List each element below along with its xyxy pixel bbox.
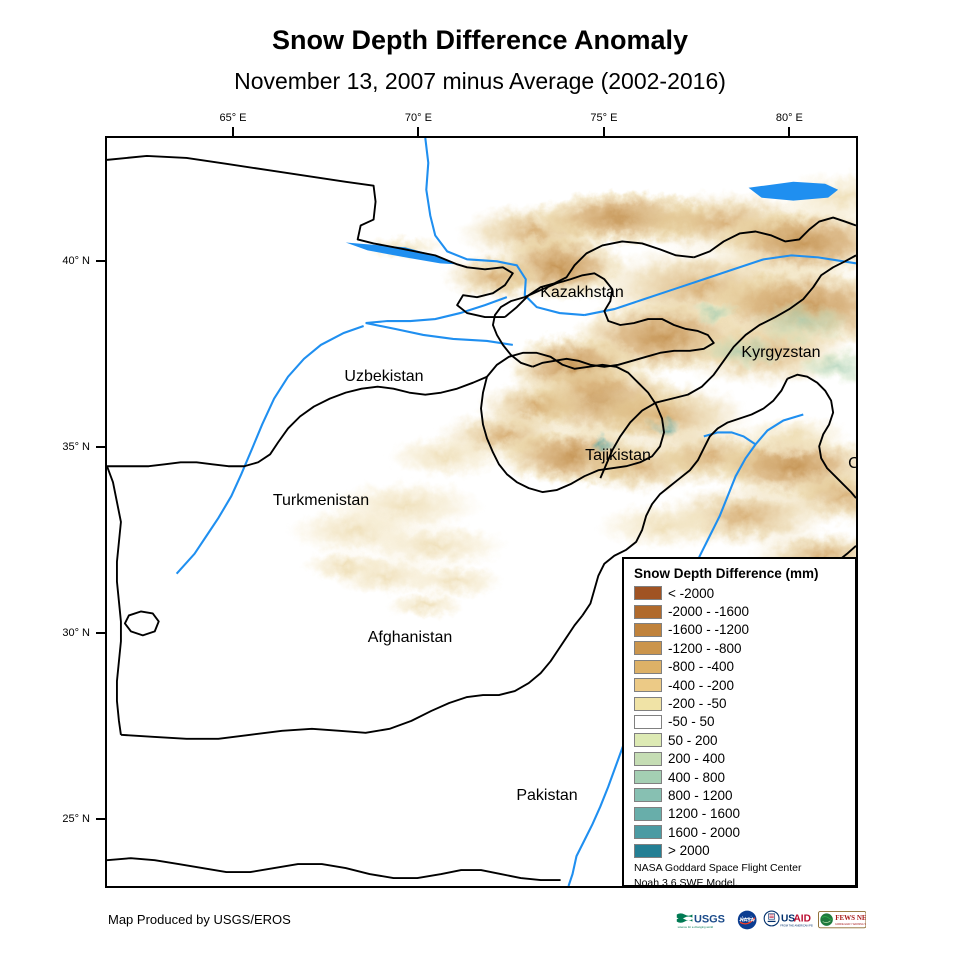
- lon-tick-mark-3: [788, 127, 791, 136]
- legend-row[interactable]: 800 - 1200: [632, 786, 847, 804]
- legend-row[interactable]: 50 - 200: [632, 731, 847, 749]
- lat-tick-label-3: 25° N: [62, 813, 90, 826]
- country-label-pakistan: Pakistan: [516, 787, 578, 804]
- legend-swatch: [634, 843, 662, 858]
- svg-text:US: US: [781, 914, 795, 925]
- country-label-afghanistan: Afghanistan: [367, 629, 453, 646]
- legend-row[interactable]: -50 - 50: [632, 713, 847, 731]
- legend-swatch: [634, 678, 662, 693]
- legend-swatch: [634, 733, 662, 748]
- country-label-uzbekistan: Uzbekistan: [344, 368, 424, 385]
- legend-label: 800 - 1200: [668, 787, 733, 803]
- page-title: Snow Depth Difference Anomaly: [271, 25, 689, 55]
- legend-swatch: [634, 751, 662, 766]
- agency-logo-bar: USGS science for a changing world NASA U…: [676, 907, 866, 933]
- legend-row[interactable]: -1600 - -1200: [632, 621, 847, 639]
- legend-label: -2000 - -1600: [668, 604, 750, 620]
- lon-tick-label-1: 70° E: [404, 112, 432, 124]
- legend-swatch: [634, 604, 662, 619]
- lat-tick-label-0: 40° N: [62, 254, 90, 267]
- produced-by-text: Map Produced by USGS/EROS: [108, 912, 291, 927]
- svg-text:FEWS NET: FEWS NET: [835, 914, 866, 922]
- svg-text:USGS: USGS: [694, 913, 725, 925]
- lon-tick-mark-0: [231, 127, 234, 136]
- legend-label: 1600 - 2000: [668, 824, 741, 840]
- svg-text:NASA: NASA: [740, 918, 755, 924]
- usgs-logo[interactable]: USGS science for a changing world: [676, 909, 732, 931]
- legend-label: 400 - 800: [668, 769, 726, 785]
- legend-swatch: [634, 788, 662, 803]
- legend-row[interactable]: -800 - -400: [632, 658, 847, 676]
- country-label-china: China: [848, 455, 856, 473]
- legend-row[interactable]: -400 - -200: [632, 676, 847, 694]
- lat-tick-label-1: 35° N: [62, 440, 90, 453]
- legend-row[interactable]: > 2000: [632, 841, 847, 859]
- country-label-kyrgyzstan: Kyrgyzstan: [741, 344, 821, 361]
- page-subtitle: November 13, 2007 minus Average (2002-20…: [234, 68, 726, 94]
- legend-label: -200 - -50: [668, 696, 727, 712]
- country-label-turkmenistan: Turkmenistan: [272, 492, 370, 509]
- lat-tick-mark-3: [96, 818, 105, 821]
- legend-swatch: [634, 586, 662, 601]
- usaid-logo[interactable]: US AID FROM THE AMERICAN PEOPLE: [763, 909, 813, 931]
- legend-row[interactable]: 1200 - 1600: [632, 805, 847, 823]
- legend-row[interactable]: -1200 - -800: [632, 639, 847, 657]
- anomaly-raster-positive: [588, 300, 856, 449]
- lat-tick-mark-1: [96, 445, 105, 448]
- legend-label: 200 - 400: [668, 751, 726, 767]
- legend-row[interactable]: < -2000: [632, 584, 847, 602]
- legend-row[interactable]: -2000 - -1600: [632, 602, 847, 620]
- lon-tick-label-3: 80° E: [775, 112, 803, 124]
- svg-text:FAMINE EARLY WARNING SYSTEMS N: FAMINE EARLY WARNING SYSTEMS NETWORK: [835, 923, 866, 926]
- lat-tick-label-2: 30° N: [62, 626, 90, 639]
- legend-swatch: [634, 659, 662, 674]
- legend-swatch: [634, 696, 662, 711]
- water-features: [345, 181, 839, 265]
- legend-swatch: [634, 825, 662, 840]
- legend-label: 1200 - 1600: [668, 806, 741, 822]
- legend-label: -1600 - -1200: [668, 622, 750, 638]
- fewsnet-logo[interactable]: FEWS NET FAMINE EARLY WARNING SYSTEMS NE…: [817, 909, 866, 931]
- lon-tick-mark-2: [602, 127, 605, 136]
- svg-text:FROM THE AMERICAN PEOPLE: FROM THE AMERICAN PEOPLE: [780, 923, 813, 927]
- country-label-tajikistan: Tajikistan: [585, 447, 651, 464]
- legend-label: 50 - 200: [668, 732, 718, 748]
- legend-row[interactable]: -200 - -50: [632, 694, 847, 712]
- legend-swatch: [634, 806, 662, 821]
- legend-label: < -2000: [668, 585, 715, 601]
- svg-text:AID: AID: [793, 914, 810, 925]
- legend-label: > 2000: [668, 843, 710, 859]
- legend-label: -400 - -200: [668, 677, 735, 693]
- legend-label: -50 - 50: [668, 714, 715, 730]
- legend-row[interactable]: 400 - 800: [632, 768, 847, 786]
- lon-tick-label-0: 65° E: [219, 112, 247, 124]
- legend-swatch: [634, 622, 662, 637]
- lon-tick-mark-1: [417, 127, 420, 136]
- lat-tick-mark-2: [96, 631, 105, 634]
- legend-row[interactable]: 200 - 400: [632, 750, 847, 768]
- lat-tick-mark-0: [96, 259, 105, 262]
- svg-text:science for a changing world: science for a changing world: [678, 925, 714, 929]
- legend-label: -800 - -400: [668, 659, 735, 675]
- nasa-logo[interactable]: NASA: [737, 909, 757, 931]
- legend-title: Snow Depth Difference (mm): [634, 566, 819, 581]
- legend-panel[interactable]: Snow Depth Difference (mm) < -2000 -2000 …: [622, 557, 857, 889]
- legend-credit-line-1: NASA Goddard Space Flight Center: [634, 861, 802, 874]
- legend-swatch: [634, 714, 662, 729]
- legend-credit-line-2: Noah 3.6 SWE Model.: [634, 876, 738, 889]
- legend-swatch: [634, 770, 662, 785]
- lon-tick-label-2: 75° E: [590, 112, 618, 124]
- legend-swatch: [634, 641, 662, 656]
- legend-row[interactable]: 1600 - 2000: [632, 823, 847, 841]
- legend-entries: < -2000 -2000 - -1600 -1600 - -1200 -1200 -…: [632, 584, 847, 860]
- country-label-kazakhstan: Kazakhstan: [540, 284, 624, 301]
- legend-label: -1200 - -800: [668, 640, 742, 656]
